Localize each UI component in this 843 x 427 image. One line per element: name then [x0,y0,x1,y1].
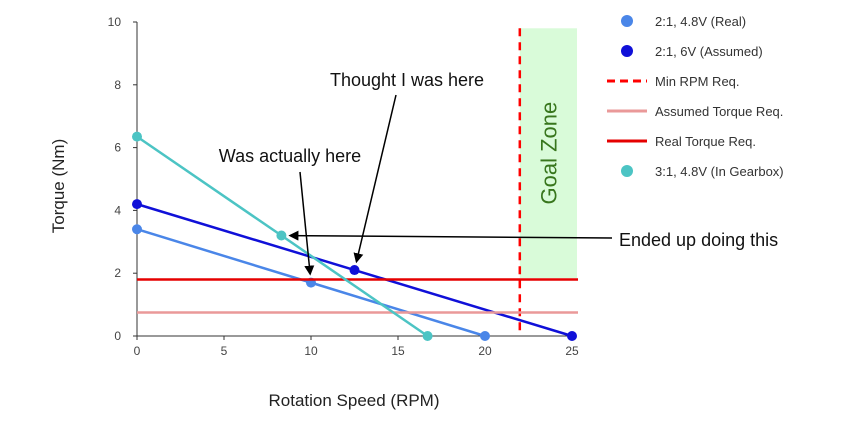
y-tick-label: 10 [108,15,122,29]
annotation-label: Was actually here [219,146,361,166]
goal-zone-label: Goal Zone [536,102,561,205]
data-point [422,331,433,341]
data-point [349,265,360,276]
x-tick-label: 10 [304,344,318,358]
annotation-label: Ended up doing this [619,230,778,250]
axes: 0 5 10 15 20 25 0 2 4 6 8 10 [108,15,579,358]
data-point [567,331,577,341]
data-point [132,199,142,210]
data-point [480,331,490,341]
y-axis-label: Torque (Nm) [49,139,68,233]
annotation-label: Thought I was here [330,70,484,90]
goal-zone-rect [519,28,577,279]
data-point [132,224,142,235]
legend-swatch [621,45,633,57]
x-tick-label: 5 [221,344,228,358]
x-tick-label: 25 [565,344,579,358]
x-tick-label: 0 [134,344,141,358]
annotation-arrow [288,230,613,241]
legend-label: 3:1, 4.8V (In Gearbox) [655,164,784,179]
legend-swatch [621,165,633,177]
annotations: Thought I was here Was actually here Ended… [219,70,778,276]
annotation-arrow [353,94,397,264]
series [132,28,578,341]
data-point [276,230,287,241]
legend-swatch [621,15,633,27]
legend-label: Real Torque Req. [655,134,756,149]
x-axis-label: Rotation Speed (RPM) [268,391,439,410]
x-tick-label: 20 [478,344,492,358]
data-point [132,131,142,142]
legend-label: 2:1, 6V (Assumed) [655,44,763,59]
y-tick-label: 8 [114,78,121,92]
y-tick-label: 2 [114,266,121,280]
y-tick-label: 0 [114,329,121,343]
legend-label: 2:1, 4.8V (Real) [655,14,746,29]
y-tick-label: 4 [114,203,121,217]
legend-label: Min RPM Req. [655,74,740,89]
x-tick-label: 15 [391,344,405,358]
annotation-arrow [299,171,315,276]
y-tick-label: 6 [114,141,121,155]
goal-zone: Goal Zone [519,28,577,279]
legend-label: Assumed Torque Req. [655,104,783,119]
legend: 2:1, 4.8V (Real) 2:1, 6V (Assumed) Min RPM… [607,14,784,179]
